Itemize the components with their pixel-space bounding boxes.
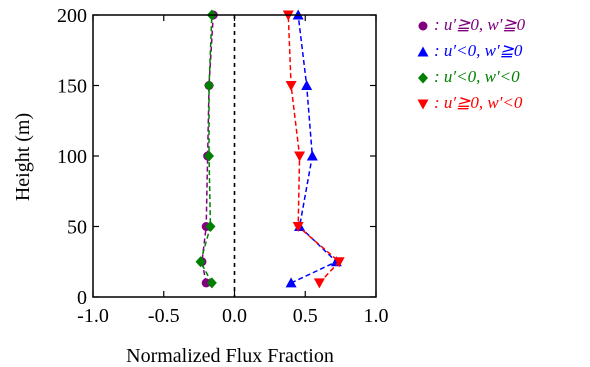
data-point [292, 222, 304, 232]
data-point [204, 150, 215, 162]
legend-marker-icon [417, 46, 429, 57]
legend-label: : u′<0, w′<0 [434, 67, 520, 86]
legend-item: : u′<0, w′≧0 [416, 38, 525, 64]
data-point [285, 277, 297, 288]
legend-marker-icon [418, 72, 428, 84]
legend-label: : u′<0, w′≧0 [434, 41, 523, 60]
data-point [205, 221, 216, 232]
plot-frame [92, 14, 377, 298]
legend-marker [417, 46, 429, 57]
x-tick-label: 0.5 [293, 305, 318, 327]
data-point [201, 278, 211, 288]
x-axis-label: Normalized Flux Fraction [126, 345, 334, 367]
x-tick-label: 1.0 [364, 305, 389, 327]
y-tick-label: 150 [57, 76, 87, 98]
legend-marker [417, 99, 429, 110]
data-point [294, 151, 306, 162]
series-0 [197, 10, 218, 288]
series-3 [282, 10, 345, 289]
data-point [285, 81, 297, 91]
x-tick-label: 0.0 [222, 305, 247, 327]
legend-item: : u′≧0, w′≧0 [416, 12, 525, 38]
x-tick-label: -0.5 [148, 305, 180, 327]
legend-item: : u′≧0, w′<0 [416, 90, 525, 116]
data-point [301, 80, 313, 90]
series-line [290, 14, 338, 284]
y-tick-label: 200 [57, 5, 87, 27]
series-1 [285, 9, 342, 288]
series-line [201, 14, 215, 284]
axis-ticks: -1.0 -0.5 0.0 0.5 1.0 0 50 100 150 200 [57, 5, 389, 327]
series-line [199, 14, 213, 284]
series-line [287, 14, 341, 284]
y-tick-label: 100 [57, 146, 87, 168]
data-point [206, 277, 217, 289]
legend-marker-icon [418, 21, 428, 31]
series-2 [195, 9, 217, 289]
legend-marker [418, 72, 428, 84]
plot-series [195, 9, 345, 289]
legend-label: : u′≧0, w′≧0 [434, 15, 526, 34]
legend-marker-icon [417, 99, 429, 110]
y-axis-label: Height (m) [12, 113, 34, 201]
legend-marker [418, 21, 428, 31]
data-point [313, 278, 325, 289]
data-point [306, 150, 318, 161]
data-point [333, 257, 345, 268]
legend-label: : u′≧0, w′<0 [434, 93, 523, 112]
legend-item: : u′<0, w′<0 [416, 64, 525, 90]
y-tick-label: 50 [67, 217, 87, 239]
chart-legend: : u′≧0, w′≧0 : u′<0, w′≧0 : u′<0, w′<0 : u′… [416, 12, 525, 116]
data-point [204, 80, 215, 91]
y-tick-label: 0 [77, 287, 87, 309]
x-tick-label: -1.0 [77, 305, 109, 327]
data-point [195, 256, 206, 268]
